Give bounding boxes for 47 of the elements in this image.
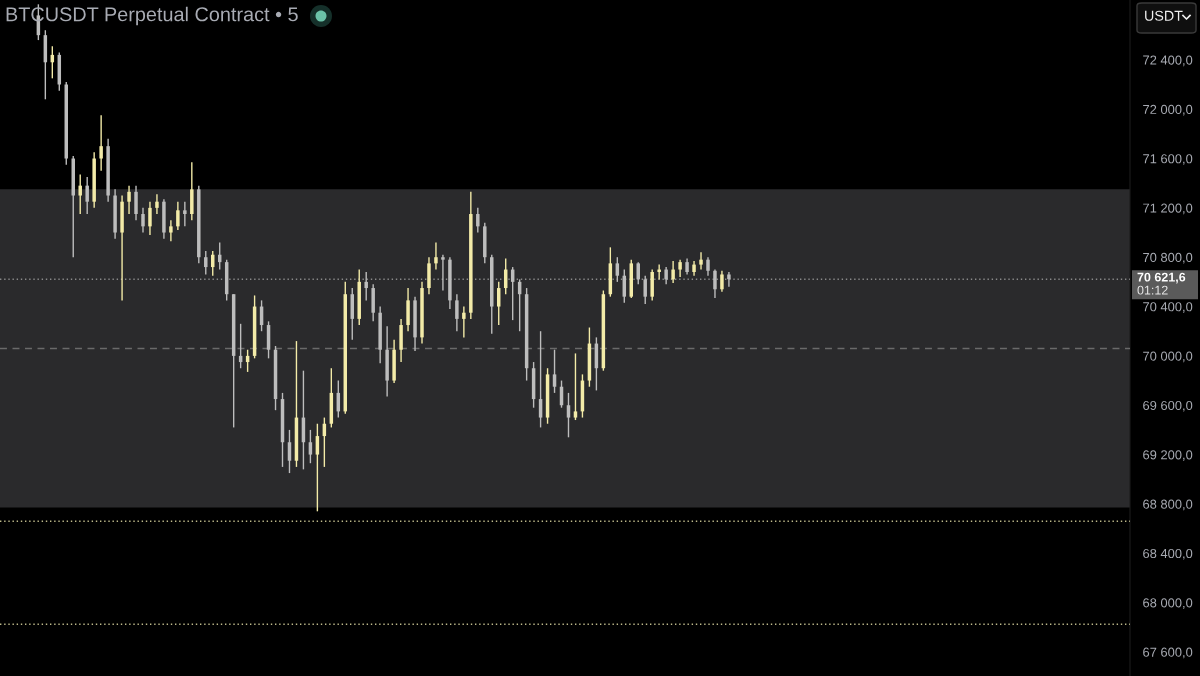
candlestick [643,275,647,305]
y-tick-label: 67 600,0 [1143,647,1193,659]
candlestick [699,251,703,271]
candlestick [204,250,208,276]
candlestick [636,261,640,286]
candlestick [552,349,557,394]
y-axis-title: USDT [1145,10,1183,21]
y-tick-label: 68 000,0 [1143,598,1193,609]
candlestick [155,193,159,215]
candlestick [727,271,731,288]
candlestick [308,429,313,464]
candlestick [434,241,438,271]
y-tick-label: 72 000,0 [1143,104,1193,116]
y-tick-label: 72 400,0 [1143,55,1193,67]
candlestick [462,305,466,339]
text: 01:12 [1137,285,1168,295]
candlestick [455,293,459,332]
y-tick-label: 69 600,0 [1143,400,1193,412]
candlestick [573,352,578,421]
candlestick [134,184,138,221]
candlestick [183,200,187,228]
candlestick [713,268,717,299]
y-tick-label: 68 400,0 [1143,548,1193,560]
candlestick [671,260,675,284]
y-tick-label: 69 200,0 [1143,450,1193,461]
candlestick [476,207,480,234]
candlestick [85,176,89,215]
candlestick [364,271,368,302]
y-tick-label: 70 800,0 [1143,252,1193,264]
y-tick-label: 70 400,0 [1143,302,1193,313]
ref-line-label: 70 621,6 [1137,272,1186,284]
candlestick [148,200,152,236]
candlestick [127,184,131,215]
candlestick [706,256,710,277]
y-tick-label: 71 600,0 [1143,154,1193,165]
y-tick-label: 70 000,0 [1143,351,1193,363]
candlestick [99,114,103,172]
candlestick [720,270,724,293]
candlestick [169,219,173,242]
y-tick-label: 68 800,0 [1143,499,1193,511]
candlestick [615,256,620,283]
candlestick [441,254,445,292]
y-tick-label: 71 200,0 [1143,203,1193,215]
candlestick [78,173,82,215]
candlestick [141,207,145,234]
candlestick [566,392,571,438]
candlestick [176,200,180,231]
